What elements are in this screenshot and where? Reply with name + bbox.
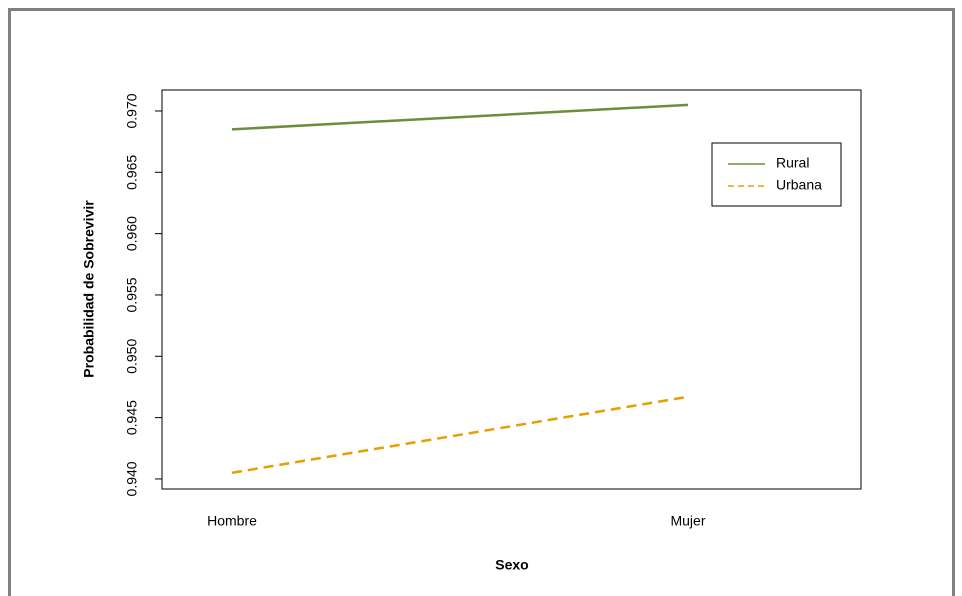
legend-box <box>711 142 842 207</box>
y-tick-label: 0.955 <box>124 277 140 312</box>
series-line <box>231 103 689 131</box>
legend-label: Rural <box>776 155 809 171</box>
y-tick-label: 0.970 <box>124 93 140 128</box>
x-tick-label: Mujer <box>670 513 705 529</box>
series-line <box>231 395 689 475</box>
y-tick-label: 0.940 <box>124 461 140 496</box>
plot-box <box>161 89 862 490</box>
legend-label: Urbana <box>776 177 822 193</box>
window-border <box>8 8 955 596</box>
y-tick-label: 0.960 <box>124 216 140 251</box>
x-tick-label: Hombre <box>207 513 257 529</box>
x-axis-label: Sexo <box>495 557 528 573</box>
y-tick-label: 0.965 <box>124 155 140 190</box>
y-tick-label: 0.950 <box>124 339 140 374</box>
y-axis-label: Probabilidad de Sobrevivir <box>81 200 97 378</box>
y-tick-label: 0.945 <box>124 400 140 435</box>
